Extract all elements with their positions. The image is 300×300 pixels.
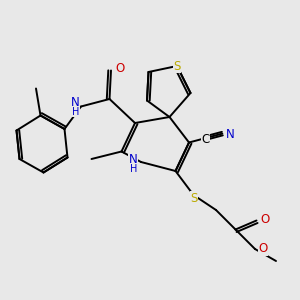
Text: S: S [173, 59, 181, 73]
Text: S: S [190, 191, 198, 205]
Text: H: H [72, 107, 80, 117]
Text: O: O [116, 62, 125, 76]
Text: N: N [129, 152, 137, 166]
Text: H: H [130, 164, 137, 174]
Text: O: O [259, 242, 268, 256]
Text: N: N [71, 96, 80, 110]
Text: O: O [260, 213, 269, 226]
Text: N: N [226, 128, 235, 141]
Text: C: C [201, 133, 210, 146]
